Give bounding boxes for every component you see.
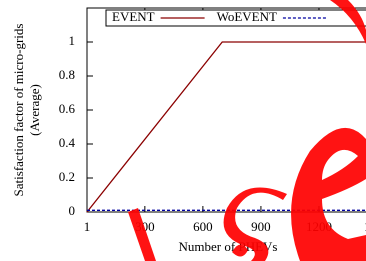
legend-label: WoEVENT <box>217 9 277 24</box>
y-tick-label: 0.6 <box>59 101 76 116</box>
y-tick-label: 0.8 <box>59 67 75 82</box>
legend: EVENT WoEVENT <box>106 9 366 26</box>
y-tick-label: 1 <box>69 33 76 48</box>
x-tick-label: 900 <box>251 219 271 234</box>
x-tick-label: 1 <box>84 219 91 234</box>
legend-label: EVENT <box>112 9 155 24</box>
y-axis-label: (Average) <box>27 84 42 136</box>
y-tick-label: 0 <box>69 203 76 218</box>
y-tick-label: 0.4 <box>59 135 76 150</box>
x-tick-label: 600 <box>193 219 213 234</box>
y-axis-label: Satisfaction factor of micro-grids <box>11 24 26 197</box>
chart: Satisfaction factor of micro-grids (Aver… <box>0 0 366 261</box>
y-tick-label: 0.2 <box>59 169 75 184</box>
